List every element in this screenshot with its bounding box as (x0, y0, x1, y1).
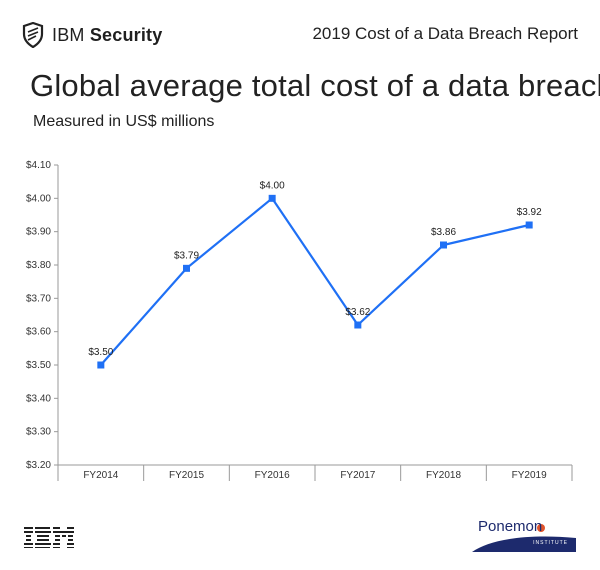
y-tick-label: $3.80 (26, 260, 51, 271)
y-tick-label: $3.40 (26, 393, 51, 404)
ibm-logo (24, 527, 74, 548)
data-label: $3.62 (345, 307, 370, 318)
data-label: $3.86 (431, 227, 456, 238)
x-tick-label: FY2015 (169, 470, 204, 481)
line-chart: $3.20 $3.30 $3.40 $3.50 $3.60 $3.70 $3.80 $3.90… (26, 160, 573, 481)
x-tick-label: FY2019 (512, 470, 547, 481)
data-point (97, 361, 105, 369)
data-point (354, 321, 362, 329)
y-tick-label: $3.30 (26, 427, 51, 438)
ibm-security-shield-icon (22, 22, 44, 48)
x-tick-label: FY2014 (83, 470, 118, 481)
data-label: $3.92 (517, 207, 542, 218)
y-tick-label: $3.20 (26, 460, 51, 471)
data-point (525, 221, 533, 229)
data-label: $4.00 (260, 180, 285, 191)
ibm-security-brand: IBM Security (22, 22, 162, 48)
y-tick-label: $4.00 (26, 193, 51, 204)
series-line (100, 197, 530, 366)
data-label: $3.79 (174, 250, 199, 261)
chart-title: Global average total cost of a data brea… (30, 68, 600, 103)
ponemon-wordmark: Ponemon (478, 518, 543, 535)
x-tick-label: FY2016 (255, 470, 290, 481)
x-tick-label: FY2017 (340, 470, 375, 481)
ponemon-swoosh-icon (472, 524, 576, 552)
brand-name: IBM Security (52, 24, 163, 45)
ponemon-institute-label: INSTITUTE (533, 540, 568, 546)
x-tick-label: FY2018 (426, 470, 461, 481)
y-tick-label: $3.70 (26, 293, 51, 304)
data-point (440, 241, 447, 249)
data-point (183, 264, 190, 272)
y-tick-label: $3.60 (26, 327, 51, 338)
chart-subtitle: Measured in US$ millions (33, 113, 215, 130)
y-tick-label: $4.10 (26, 160, 51, 171)
y-tick-label: $3.90 (26, 227, 51, 238)
ponemon-logo: Ponemon INSTITUTE (472, 518, 576, 554)
y-tick-label: $3.50 (26, 360, 51, 371)
data-point (268, 194, 276, 202)
report-title: 2019 Cost of a Data Breach Report (312, 24, 578, 43)
data-label: $3.50 (88, 347, 113, 358)
header: IBM Security 2019 Cost of a Data Breach … (22, 18, 578, 54)
